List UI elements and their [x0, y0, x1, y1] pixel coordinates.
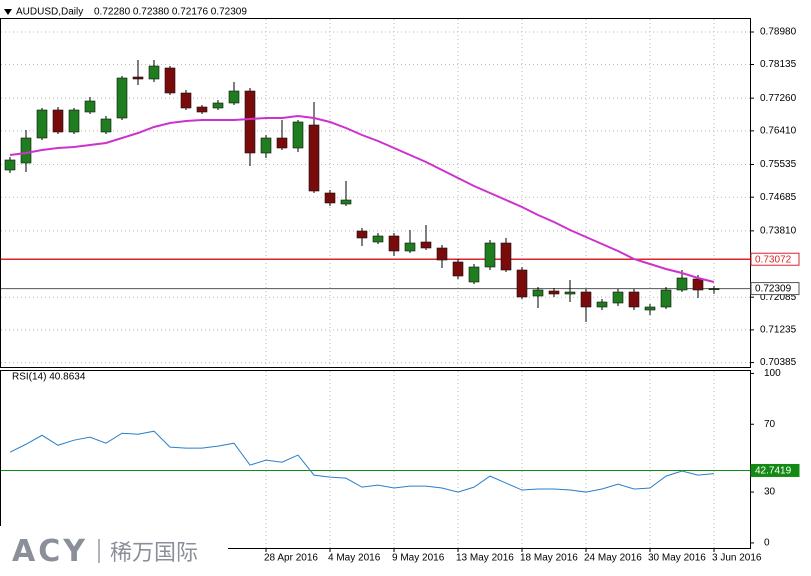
- candle-body: [372, 235, 384, 243]
- candle-body: [596, 301, 608, 308]
- ohlc-values: 0.72280 0.72380 0.72176 0.72309: [94, 7, 247, 18]
- level-label-box: [750, 463, 800, 477]
- candle-body: [660, 289, 672, 308]
- chart-title: AUDUSD,Daily: [16, 7, 83, 18]
- y-tick-label: 0: [764, 538, 770, 549]
- x-tick-label: 24 May 2016: [584, 553, 642, 564]
- panel-frame: [0, 370, 751, 549]
- candle-body: [420, 241, 432, 249]
- candle-body: [452, 261, 464, 277]
- candle-body: [500, 242, 512, 271]
- candle-body: [20, 137, 32, 164]
- x-tick-label: 18 May 2016: [520, 553, 578, 564]
- candle-body: [276, 137, 288, 149]
- candle-body: [356, 230, 368, 239]
- candle-body: [244, 90, 256, 154]
- x-tick-label: 28 Apr 2016: [264, 553, 318, 564]
- candle-body: [612, 291, 624, 304]
- candle-body: [484, 242, 496, 268]
- level-label: 42.7419: [755, 466, 792, 477]
- candle-body: [340, 199, 352, 205]
- candle-body: [100, 118, 112, 133]
- candle-body: [692, 278, 704, 291]
- candle-body: [564, 291, 576, 295]
- candle-body: [676, 277, 688, 291]
- logo-brand: ACY: [12, 533, 88, 569]
- candle-body: [52, 109, 64, 133]
- candle-body: [532, 289, 544, 297]
- x-tick-label: 13 May 2016: [456, 553, 514, 564]
- candle-body: [308, 124, 320, 192]
- panel-frame: [0, 18, 751, 368]
- candle-body: [164, 67, 176, 94]
- candle-body: [180, 92, 192, 109]
- y-tick-label: 0.77260: [760, 93, 797, 104]
- candle-body: [292, 121, 304, 149]
- y-tick-label: 0.76410: [760, 125, 797, 136]
- logo-name: 稀万国际: [109, 541, 198, 566]
- candle-body: [708, 288, 720, 290]
- candle-body: [68, 109, 80, 133]
- level-label: 0.72309: [755, 284, 792, 295]
- candle-body: [196, 106, 208, 113]
- candle-body: [4, 159, 16, 171]
- candle-body: [212, 102, 224, 109]
- y-tick-label: 0.70385: [760, 357, 797, 368]
- candle-body: [644, 306, 656, 311]
- candle-body: [228, 90, 240, 104]
- x-tick-label: 4 May 2016: [328, 553, 381, 564]
- y-tick-label: 0.72085: [760, 292, 797, 303]
- candle-body: [468, 266, 480, 283]
- moving-average: [9, 114, 715, 283]
- candle-body: [628, 291, 640, 308]
- candle-body: [260, 137, 272, 154]
- candle-body: [516, 269, 528, 298]
- indicator-title: RSI(14) 40.8634: [12, 372, 86, 383]
- y-tick-label: 0.78980: [760, 27, 797, 38]
- candle-body: [580, 291, 592, 308]
- y-tick-label: 30: [764, 487, 776, 498]
- y-tick-label: 100: [764, 368, 781, 379]
- candle-body: [388, 235, 400, 252]
- y-tick-label: 0.71235: [760, 325, 797, 336]
- menu-icon: [4, 9, 12, 15]
- logo-separator: [97, 539, 100, 563]
- level-label: 0.73072: [755, 254, 792, 265]
- y-tick-label: 0.74685: [760, 192, 797, 203]
- y-tick-label: 0.78135: [760, 59, 797, 70]
- candle-body: [404, 242, 416, 252]
- level-label-box: [750, 252, 800, 266]
- candle-body: [324, 192, 336, 204]
- y-tick-label: 0.73810: [760, 225, 797, 236]
- candle-body: [436, 247, 448, 261]
- level-label-box: [750, 282, 800, 296]
- x-tick-label: 9 May 2016: [392, 553, 445, 564]
- candle-body: [36, 109, 48, 139]
- y-tick-label: 70: [764, 419, 776, 430]
- candle-body: [132, 76, 144, 80]
- candle-body: [116, 77, 128, 119]
- candle-body: [84, 100, 96, 113]
- candle-body: [148, 65, 160, 80]
- candle-body: [548, 290, 560, 295]
- x-tick-label: 3 Jun 2016: [712, 553, 762, 564]
- logo: ACY 稀万国际: [0, 526, 228, 576]
- rsi-line: [9, 430, 715, 493]
- x-tick-label: 30 May 2016: [648, 553, 706, 564]
- y-tick-label: 0.75535: [760, 159, 797, 170]
